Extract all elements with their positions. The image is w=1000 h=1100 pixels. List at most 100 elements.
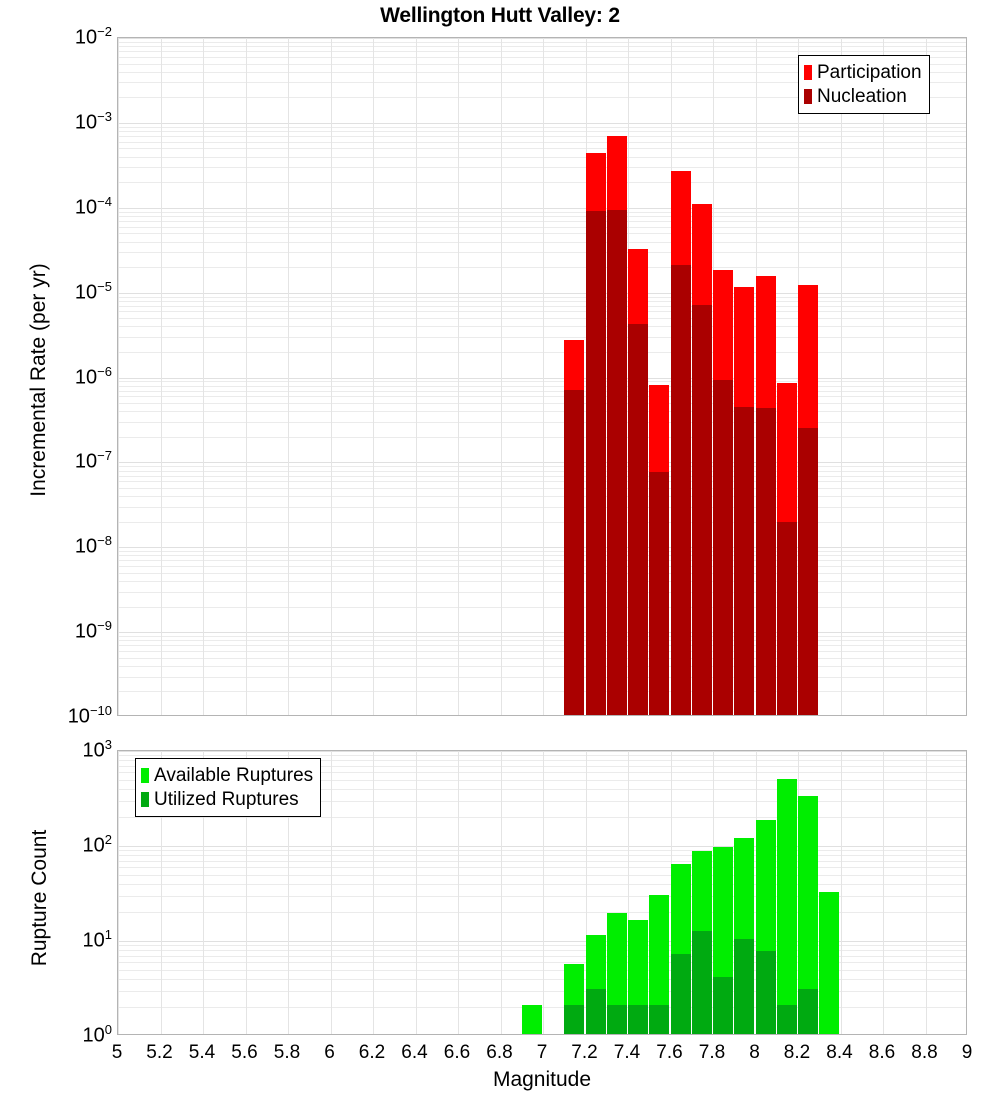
y-tick-label: 10−3: [74, 108, 112, 134]
bar-group: [628, 38, 649, 715]
gridline-vertical: [925, 751, 927, 1034]
bar-group: [734, 751, 755, 1034]
legend-label-utilized-ruptures: Utilized Ruptures: [154, 788, 299, 810]
gridline-horizontal: [118, 167, 966, 169]
bar-nucleation: [798, 428, 819, 715]
bar-nucleation: [734, 407, 755, 715]
legend-label-participation: Participation: [817, 61, 922, 83]
gridline-horizontal: [118, 63, 966, 65]
bar-nucleation: [649, 471, 670, 715]
gridline-horizontal: [118, 267, 966, 269]
top-y-tick-labels: 10−2 10−3 10−4 10−5 10−6 10−7 10−8 10−9 10−10: [0, 0, 112, 1100]
gridline-horizontal: [118, 636, 966, 637]
gridline-horizontal: [118, 572, 966, 574]
gridline-horizontal: [118, 506, 966, 508]
gridline-vertical: [840, 38, 842, 715]
bar-group: [798, 751, 819, 1034]
gridline-horizontal: [118, 385, 966, 387]
gridline-horizontal: [118, 657, 966, 659]
gridline-vertical: [160, 751, 162, 1034]
bar-nucleation: [564, 390, 585, 715]
gridline-horizontal: [118, 581, 966, 583]
gridline-horizontal: [118, 566, 966, 568]
gridline-horizontal: [118, 207, 966, 209]
gridline-horizontal: [118, 318, 966, 320]
gridline-vertical: [500, 751, 502, 1034]
gridline-horizontal: [118, 122, 966, 124]
gridline-horizontal: [118, 772, 966, 774]
gridline-vertical: [288, 38, 289, 715]
y-tick-label: 10−7: [74, 448, 112, 474]
gridline-horizontal: [118, 645, 966, 647]
bar-nucleation: [713, 380, 734, 715]
bar-group: [819, 751, 840, 1034]
bar-group: [670, 751, 691, 1034]
gridline-vertical: [883, 38, 884, 715]
bar-group: [564, 38, 585, 715]
gridline-vertical: [415, 38, 417, 715]
gridline-horizontal: [118, 691, 966, 693]
gridline-vertical: [245, 38, 247, 715]
top-legend: Participation Nucleation: [798, 55, 930, 114]
legend-item-participation: Participation: [804, 60, 922, 84]
gridline-vertical: [840, 751, 842, 1034]
bottom-y-tick-labels: 103 102 101 100: [0, 0, 112, 1100]
bar-group: [543, 751, 563, 1034]
legend-label-available-ruptures: Available Ruptures: [154, 764, 314, 786]
gridline-horizontal: [118, 326, 966, 328]
x-tick-label: 9: [961, 1042, 973, 1063]
x-tick-label: 7.2: [571, 1042, 598, 1063]
bottom-gridlines: [118, 751, 966, 1034]
bar-utilized-ruptures: [713, 976, 734, 1034]
gridline-horizontal: [118, 126, 966, 128]
gridline-horizontal: [118, 867, 966, 869]
gridline-horizontal: [118, 211, 966, 213]
gridline-horizontal: [118, 788, 966, 790]
bar-nucleation: [755, 408, 776, 715]
bar-utilized-ruptures: [649, 1005, 670, 1034]
gridline-vertical: [245, 751, 247, 1034]
bar-group: [755, 751, 776, 1034]
gridline-horizontal: [118, 521, 966, 523]
bottom-legend: Available Ruptures Utilized Ruptures: [135, 758, 322, 817]
gridline-horizontal: [118, 82, 966, 84]
gridline-horizontal: [118, 381, 966, 383]
gridline-horizontal: [118, 215, 966, 217]
x-tick-label: 8.2: [783, 1042, 811, 1063]
bar-group: [713, 751, 734, 1034]
gridline-horizontal: [118, 606, 966, 608]
gridline-horizontal: [118, 950, 966, 952]
gridline-horizontal: [118, 305, 966, 307]
bar-utilized-ruptures: [585, 988, 606, 1034]
gridline-horizontal: [118, 895, 966, 897]
gridline-vertical: [883, 751, 884, 1034]
gridline-horizontal: [118, 475, 966, 477]
gridline-horizontal: [118, 56, 966, 58]
top-bars: [118, 38, 966, 715]
gridline-horizontal: [118, 296, 966, 298]
legend-item-available-ruptures: Available Ruptures: [141, 763, 313, 787]
bar-group: [606, 751, 627, 1034]
gridline-horizontal: [118, 436, 966, 438]
x-tick-label: 8.4: [826, 1042, 853, 1063]
gridline-horizontal: [118, 421, 966, 423]
gridline-horizontal: [118, 800, 966, 802]
gridline-horizontal: [118, 396, 966, 398]
bar-group: [649, 751, 670, 1034]
gridline-horizontal: [118, 555, 966, 557]
gridline-horizontal: [118, 481, 966, 483]
gridline-vertical: [203, 38, 204, 715]
gridline-horizontal: [118, 241, 966, 243]
bar-group: [585, 38, 606, 715]
bar-group: [649, 38, 670, 715]
gridline-horizontal: [118, 351, 966, 353]
bar-group: [501, 751, 521, 1034]
bar-group: [564, 751, 585, 1034]
gridline-vertical: [628, 751, 629, 1034]
gridline-vertical: [203, 751, 204, 1034]
x-tick-label: 8.8: [911, 1042, 938, 1063]
gridline-vertical: [458, 751, 459, 1034]
x-tick-label: 5.4: [188, 1042, 216, 1063]
top-gridlines: [118, 38, 966, 715]
gridline-vertical: [415, 751, 417, 1034]
